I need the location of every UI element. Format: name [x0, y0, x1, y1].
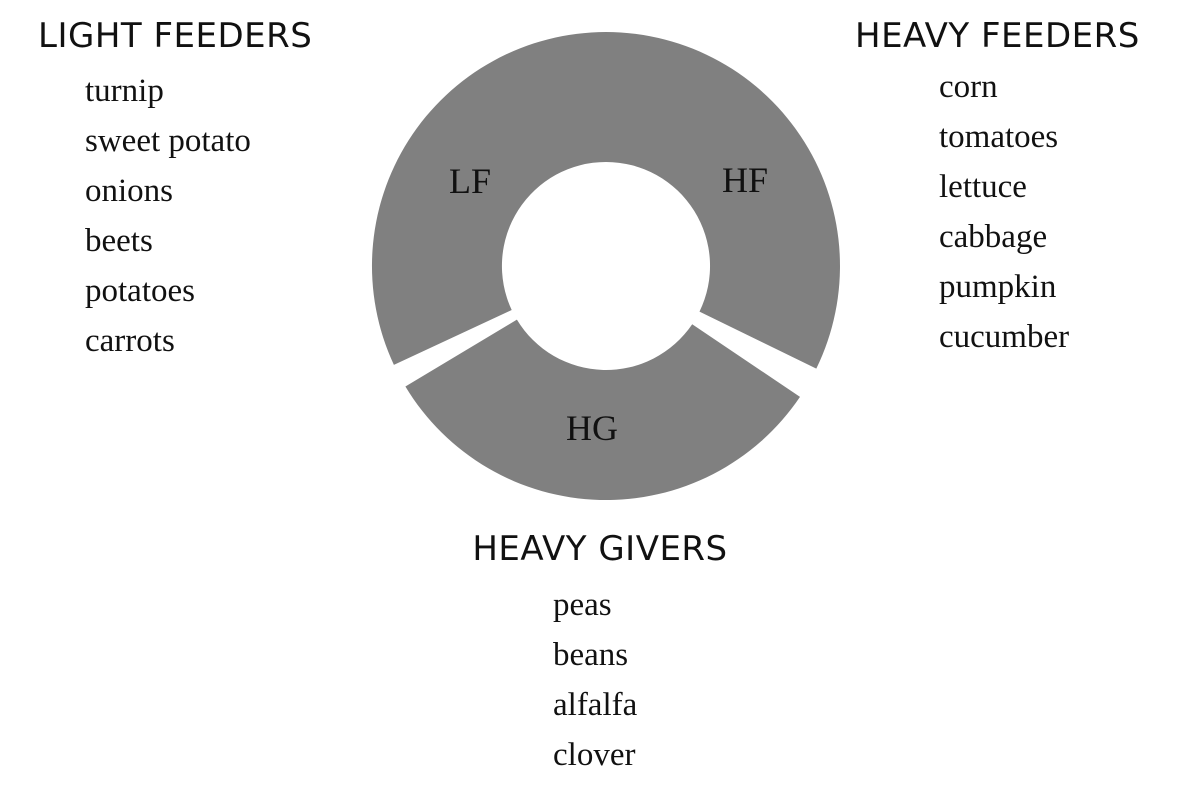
- list-item: beans: [553, 637, 629, 673]
- heavy-givers-list: peas beans alfalfa clover: [553, 580, 637, 780]
- list-item: cabbage: [939, 219, 1048, 255]
- segment-heavy-givers: [405, 319, 800, 501]
- segment-label-hf: HF: [722, 160, 768, 200]
- list-item: potatoes: [85, 273, 195, 309]
- light-feeders-heading: LIGHT FEEDERS: [38, 16, 313, 56]
- light-feeders-list: turnip sweet potato onions beets potatoe…: [85, 66, 251, 366]
- segment-label-lf: LF: [449, 161, 491, 201]
- segment-label-hg: HG: [566, 408, 618, 448]
- list-item: carrots: [85, 323, 175, 359]
- heavy-feeders-heading: HEAVY FEEDERS: [855, 16, 1140, 56]
- list-item: pumpkin: [939, 269, 1057, 305]
- segment-heavy-feeders: [606, 32, 840, 369]
- list-item: lettuce: [939, 169, 1027, 205]
- heavy-feeders-list: corn tomatoes lettuce cabbage pumpkin cu…: [939, 62, 1069, 362]
- list-item: cucumber: [939, 319, 1070, 355]
- list-item: sweet potato: [85, 123, 251, 159]
- list-item: clover: [553, 737, 636, 773]
- list-item: tomatoes: [939, 119, 1059, 155]
- list-item: peas: [553, 587, 612, 623]
- list-item: turnip: [85, 73, 164, 109]
- list-item: beets: [85, 223, 153, 259]
- segment-light-feeders: [371, 32, 606, 365]
- heavy-givers-heading: HEAVY GIVERS: [472, 529, 728, 569]
- list-item: corn: [939, 69, 998, 105]
- list-item: alfalfa: [553, 687, 638, 723]
- list-item: onions: [85, 173, 174, 209]
